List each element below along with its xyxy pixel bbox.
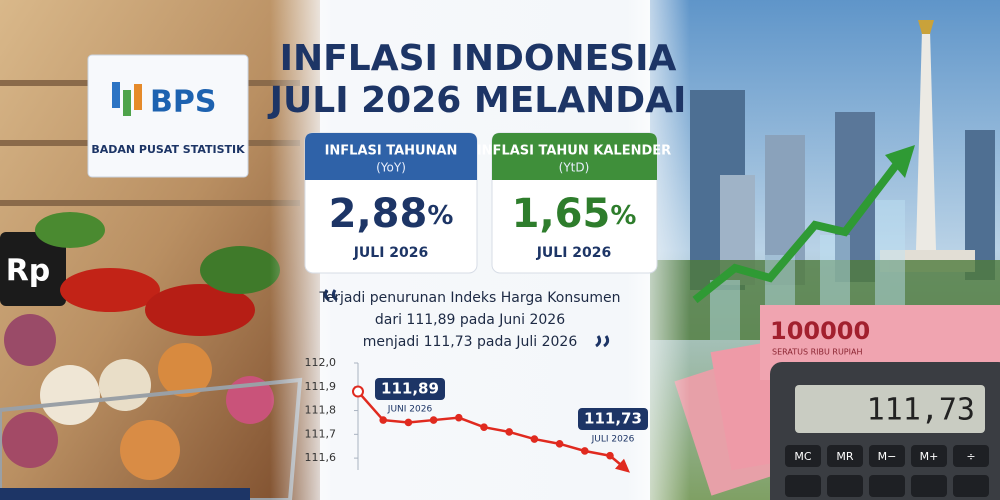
data-point [455, 413, 463, 422]
bps-name: BADAN PUSAT STATISTIK [91, 143, 245, 156]
calculator-key-label: ÷ [966, 450, 975, 463]
basket [0, 377, 303, 500]
y-tick-label: 111,6 [305, 451, 337, 464]
calculator-key [911, 475, 947, 497]
trend-arrow-head [615, 458, 630, 473]
calculator-key-label: M+ [920, 450, 939, 463]
data-point [404, 418, 413, 427]
data-point [530, 435, 539, 443]
card-number: 2,88 [329, 191, 428, 237]
card-unit: % [610, 201, 636, 231]
card-header [492, 133, 657, 180]
price-sign [0, 232, 66, 306]
calculator-key [785, 445, 821, 467]
calculator-key-label: M− [878, 450, 897, 463]
growth-arrow [692, 157, 904, 304]
calculator-key-label: MR [836, 450, 853, 463]
calculator-key [953, 445, 989, 467]
annotation-box [375, 378, 445, 400]
bps-logo-mark [134, 84, 142, 110]
banknote-text: SERATUS RIBU RUPIAH [772, 348, 862, 357]
quote-line: Terjadi penurunan Indeks Harga Konsumen [319, 290, 621, 306]
monument [916, 30, 936, 250]
shallot [4, 314, 56, 366]
card-header [305, 133, 477, 180]
banknote-value: 100000 [770, 317, 870, 345]
card-value: 2,88% [329, 191, 454, 237]
greens [35, 212, 105, 248]
card-yoy: INFLASI TAHUNAN (YoY) 2,88% JULI 2026 [304, 132, 478, 274]
annotation-value: 111,89 [381, 380, 439, 398]
price-sign-text: Rp [6, 254, 51, 289]
calculator-key [869, 445, 905, 467]
calculator-key-label: MC [794, 450, 811, 463]
data-point [480, 423, 488, 432]
y-tick-label: 111,9 [305, 380, 337, 393]
calculator-display [795, 385, 985, 433]
bps-sign [87, 54, 249, 178]
chili [145, 284, 255, 336]
annotation-box [578, 408, 648, 430]
card-period: JULI 2026 [536, 245, 612, 261]
bps-logo-mark [123, 90, 131, 116]
card-unit: % [427, 201, 453, 231]
card-label: INFLASI TAHUNAN [325, 144, 458, 159]
quote-mark [595, 335, 610, 348]
calculator-key [911, 445, 947, 467]
title-line: JULI 2026 MELANDAI [267, 80, 687, 121]
line-chart: 111,6 111,7 111,8 111,9 112,0 111,89 JUNI 2026… [305, 356, 648, 473]
y-tick-label: 112,0 [305, 356, 337, 369]
data-point [379, 416, 388, 424]
vegetables [2, 212, 280, 480]
greens [200, 246, 280, 294]
monument-top [918, 20, 934, 34]
data-point [581, 447, 589, 455]
onion [2, 412, 58, 468]
shelf [0, 200, 300, 206]
annotation-value: 111,73 [584, 410, 642, 428]
quote-mark [323, 289, 338, 302]
garlic [40, 365, 100, 425]
card-ytd: INFLASI TAHUN KALENDER (YtD) 1,65% JULI … [477, 132, 671, 274]
data-point [429, 416, 438, 424]
growth-arrow-head [885, 145, 915, 178]
calculator-keys: MC MR M− M+ ÷ [785, 445, 989, 497]
calculator-key [785, 475, 821, 497]
start-point [352, 385, 364, 398]
card-value: 1,65% [512, 191, 637, 237]
card-number: 1,65 [512, 191, 611, 237]
calculator-key [827, 445, 863, 467]
data-point [505, 428, 514, 436]
card-period: JULI 2026 [353, 245, 429, 261]
y-tick-label: 111,8 [305, 404, 337, 417]
card-label: INFLASI TAHUN KALENDER [477, 144, 671, 159]
card-sublabel: (YtD) [559, 161, 590, 175]
garlic [99, 359, 151, 411]
annotation-period: JUNI 2026 [387, 405, 433, 415]
y-tick-label: 111,7 [305, 427, 337, 440]
bps-logo-text: BPS [150, 85, 216, 120]
footer-bar [0, 488, 250, 500]
calculator-key [869, 475, 905, 497]
title-line: INFLASI INDONESIA [280, 38, 677, 79]
quote-line: dari 111,89 pada Juni 2026 [375, 312, 565, 328]
bps-logo-mark [112, 82, 120, 108]
calculator-readout: 111,73 [867, 393, 975, 428]
growth-bar [710, 280, 740, 340]
calculator-key [953, 475, 989, 497]
egg [120, 420, 180, 480]
calculator-key [827, 475, 863, 497]
quote-line: menjadi 111,73 pada Juli 2026 [363, 334, 578, 350]
egg [158, 343, 212, 397]
annotation-period: JULI 2026 [591, 435, 635, 445]
chili [60, 268, 160, 312]
data-point [555, 440, 564, 448]
card-sublabel: (YoY) [376, 161, 406, 175]
